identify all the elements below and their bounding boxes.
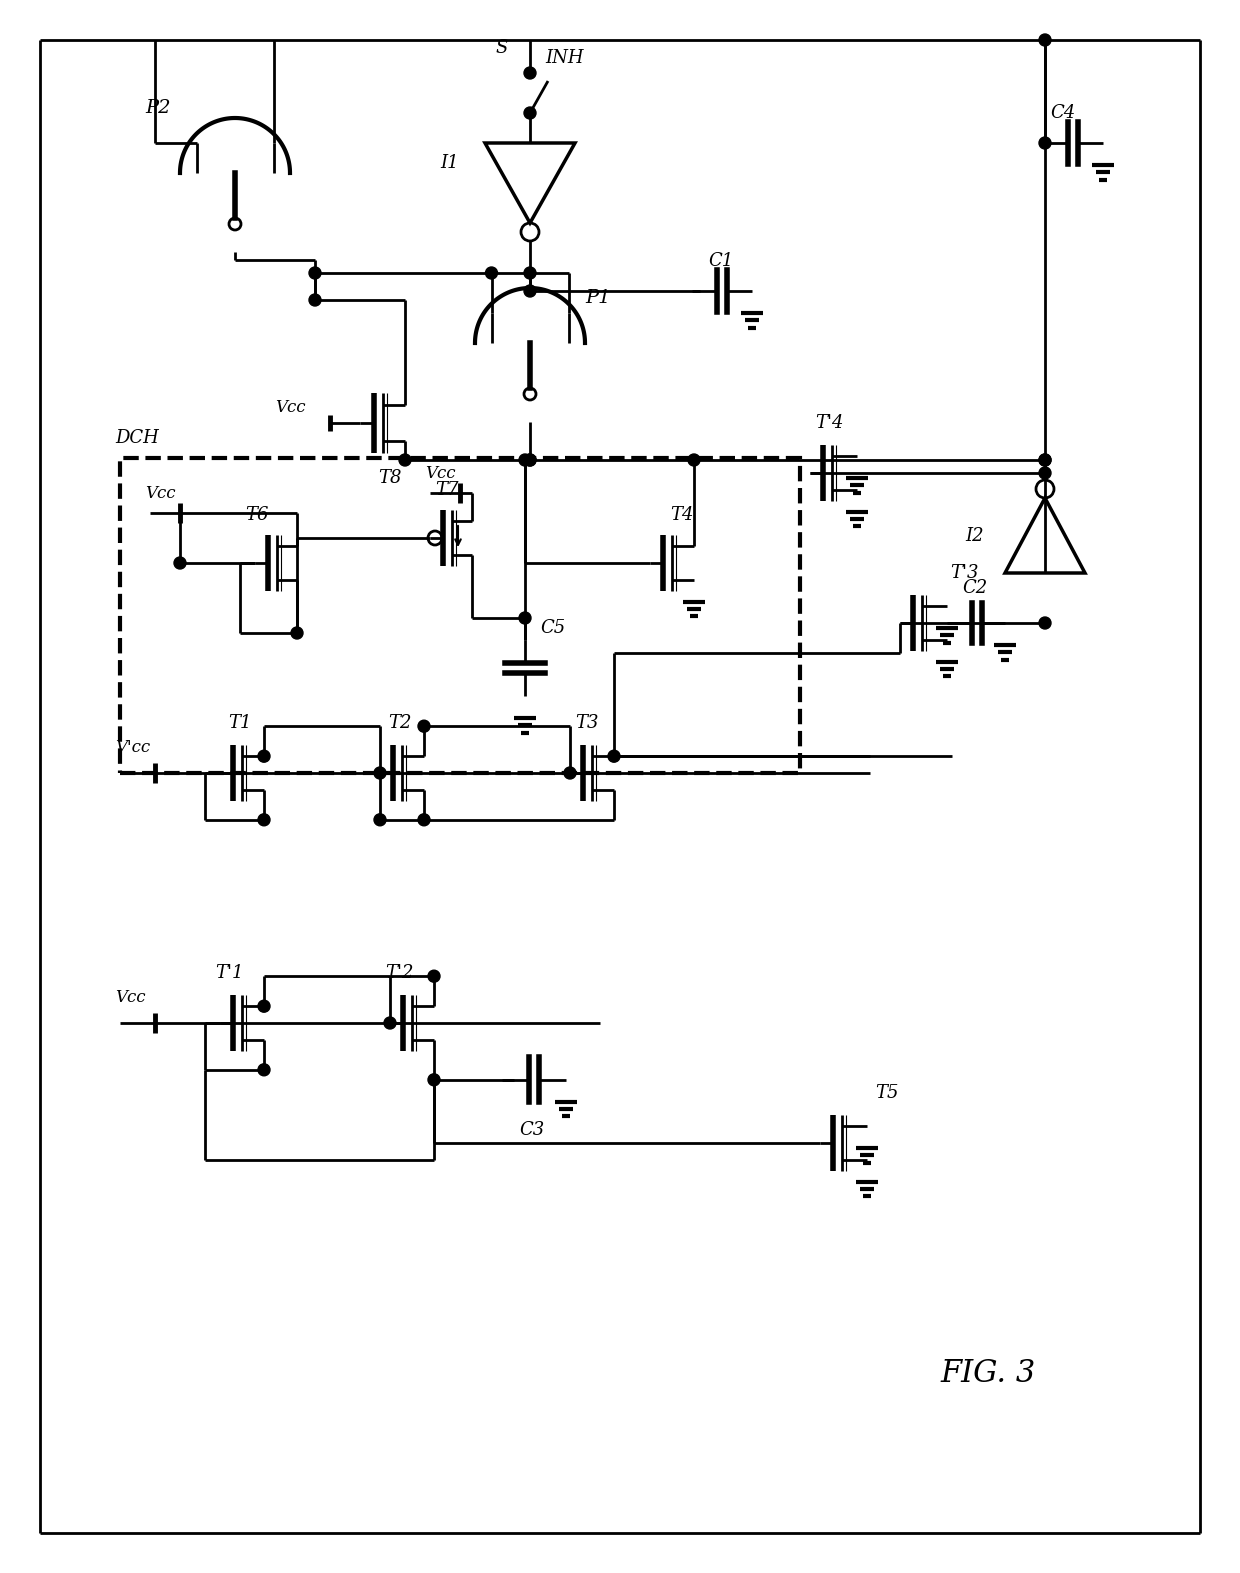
Circle shape (374, 813, 386, 826)
Text: C5: C5 (539, 620, 565, 637)
Circle shape (525, 107, 536, 120)
Text: P2: P2 (145, 99, 171, 116)
Circle shape (688, 455, 701, 466)
Circle shape (374, 768, 386, 779)
Circle shape (258, 1000, 270, 1011)
Text: I1: I1 (440, 154, 459, 171)
Text: INH: INH (546, 49, 584, 68)
Circle shape (525, 285, 536, 297)
Circle shape (608, 750, 620, 763)
Text: C4: C4 (1050, 104, 1075, 123)
Circle shape (525, 455, 536, 466)
Circle shape (384, 1018, 396, 1029)
Circle shape (486, 267, 497, 278)
Circle shape (1039, 467, 1052, 480)
Text: DCH: DCH (115, 429, 159, 447)
Text: S: S (495, 39, 507, 57)
Text: I2: I2 (965, 527, 983, 544)
Circle shape (309, 267, 321, 278)
Text: C3: C3 (520, 1122, 544, 1139)
Text: T7: T7 (435, 481, 459, 499)
Text: T'3: T'3 (950, 565, 978, 582)
Circle shape (258, 1063, 270, 1076)
Text: T5: T5 (875, 1084, 899, 1103)
Circle shape (258, 813, 270, 826)
Text: T8: T8 (378, 469, 402, 488)
Circle shape (258, 750, 270, 763)
Text: T1: T1 (228, 714, 252, 731)
Text: T'4: T'4 (815, 414, 843, 433)
Text: T4: T4 (670, 507, 693, 524)
Circle shape (525, 455, 536, 466)
Circle shape (418, 813, 430, 826)
Text: C2: C2 (962, 579, 987, 598)
Circle shape (520, 612, 531, 624)
Circle shape (525, 68, 536, 79)
Circle shape (309, 294, 321, 307)
Circle shape (428, 971, 440, 982)
Circle shape (525, 267, 536, 278)
Text: P1: P1 (585, 289, 610, 307)
Text: T6: T6 (246, 507, 269, 524)
Text: T'1: T'1 (215, 964, 243, 982)
Text: V'cc: V'cc (115, 739, 150, 757)
Circle shape (1039, 35, 1052, 46)
Circle shape (1039, 617, 1052, 629)
Circle shape (399, 455, 410, 466)
Circle shape (174, 557, 186, 569)
Circle shape (564, 768, 577, 779)
Text: FIG. 3: FIG. 3 (940, 1357, 1035, 1389)
Circle shape (1039, 455, 1052, 466)
Text: T2: T2 (388, 714, 412, 731)
Circle shape (1039, 137, 1052, 149)
Text: Vcc: Vcc (115, 989, 145, 1007)
Text: C1: C1 (708, 252, 733, 271)
Text: T3: T3 (575, 714, 599, 731)
Circle shape (291, 628, 303, 639)
Circle shape (520, 455, 531, 466)
Text: T'2: T'2 (384, 964, 413, 982)
Circle shape (428, 1074, 440, 1085)
Text: Vcc: Vcc (145, 484, 176, 502)
Text: Vcc: Vcc (275, 400, 305, 417)
Text: Vcc: Vcc (425, 464, 455, 481)
Circle shape (1039, 455, 1052, 466)
Circle shape (418, 720, 430, 731)
